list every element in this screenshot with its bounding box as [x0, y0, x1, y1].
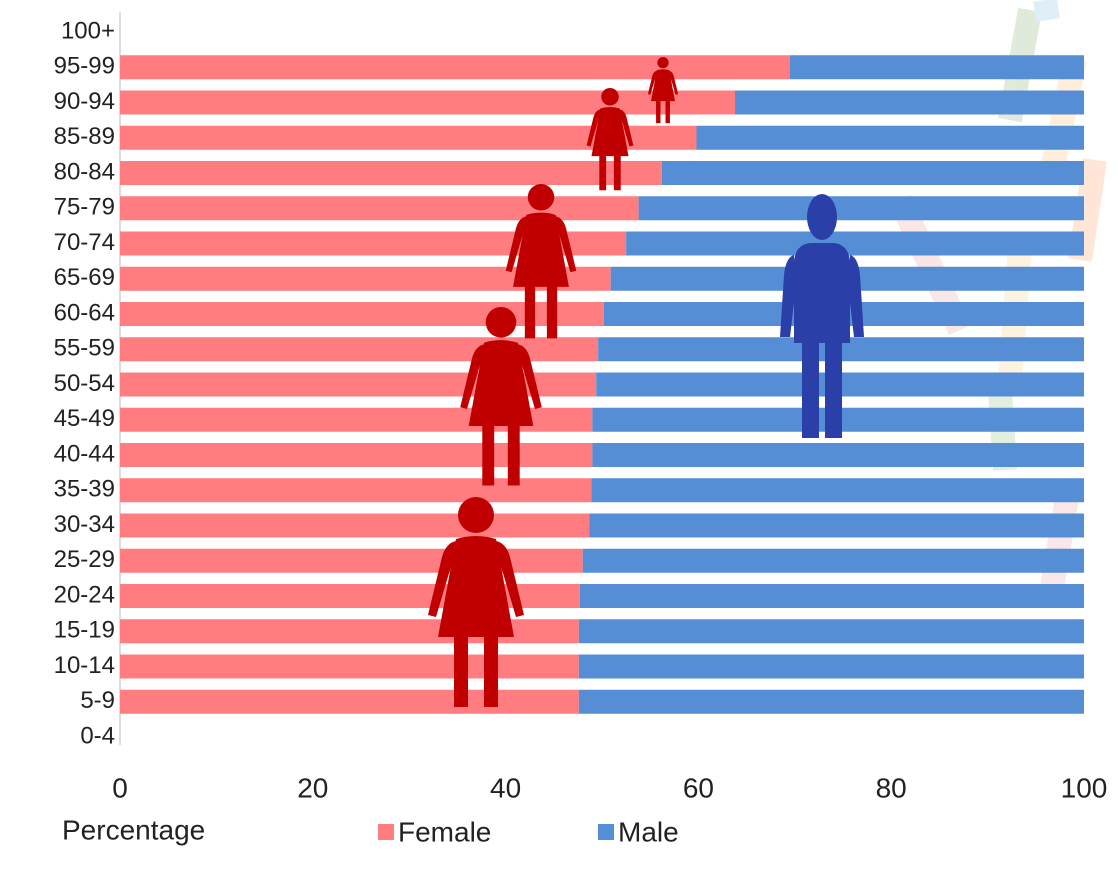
bar-segment	[592, 443, 1084, 467]
y-tick-label: 35-39	[54, 476, 115, 503]
bar-segment	[578, 689, 1084, 714]
x-tick-label: 40	[490, 772, 521, 803]
y-tick-label: 60-64	[54, 299, 115, 326]
bar-segment	[120, 513, 590, 538]
x-tick-label: 100	[1061, 772, 1108, 803]
bar-segment	[626, 231, 1084, 256]
y-tick-label: 10-14	[54, 652, 115, 679]
legend-swatch	[598, 824, 614, 840]
bar-segment	[578, 654, 1084, 679]
bar-segment	[120, 302, 604, 326]
bar-segment	[120, 90, 736, 115]
y-tick-label: 55-59	[54, 335, 115, 362]
bar-segment	[120, 654, 579, 679]
x-tick-label: 20	[297, 772, 328, 803]
bar-segment	[735, 90, 1084, 115]
bar-segment	[578, 619, 1084, 644]
y-tick-label: 20-24	[54, 581, 115, 608]
bar-segment	[589, 513, 1084, 538]
y-tick-label: 0-4	[80, 722, 115, 749]
bar-segment	[120, 478, 592, 503]
bar-segment	[789, 55, 1084, 80]
x-tick-label: 80	[876, 772, 907, 803]
bar-segment	[591, 478, 1084, 503]
bar-segment	[120, 548, 583, 573]
y-tick-label: 80-84	[54, 158, 115, 185]
bar-segment	[120, 196, 639, 221]
y-tick-label: 85-89	[54, 123, 115, 150]
y-tick-label: 100+	[61, 17, 115, 44]
y-tick-label: 15-19	[54, 617, 115, 644]
legend-label: Female	[398, 816, 491, 847]
y-tick-label: 70-74	[54, 229, 115, 256]
y-tick-label: 90-94	[54, 88, 115, 115]
bar-segment	[579, 584, 1084, 608]
bar-segment	[120, 689, 579, 714]
y-tick-label: 25-29	[54, 546, 115, 573]
y-tick-label: 5-9	[80, 687, 115, 714]
legend-swatch	[378, 824, 394, 840]
background-decoration	[889, 0, 1107, 602]
legend-label: Male	[618, 816, 679, 847]
x-tick-label: 0	[112, 772, 128, 803]
bar-segment	[696, 125, 1084, 150]
y-tick-label: 50-54	[54, 370, 115, 397]
y-tick-label: 30-34	[54, 511, 115, 538]
x-tick-label: 60	[683, 772, 714, 803]
bar-segment	[582, 548, 1084, 573]
bar-segment	[120, 161, 662, 185]
bar-segment	[638, 196, 1084, 221]
y-tick-label: 75-79	[54, 194, 115, 221]
y-tick-label: 45-49	[54, 405, 115, 432]
bar-segment	[661, 161, 1084, 185]
y-tick-label: 95-99	[54, 53, 115, 80]
bar-segment	[120, 55, 790, 80]
y-tick-label: 65-69	[54, 264, 115, 291]
x-axis-title: Percentage	[62, 814, 205, 845]
bar-segment	[120, 443, 593, 467]
y-tick-label: 40-44	[54, 440, 115, 467]
